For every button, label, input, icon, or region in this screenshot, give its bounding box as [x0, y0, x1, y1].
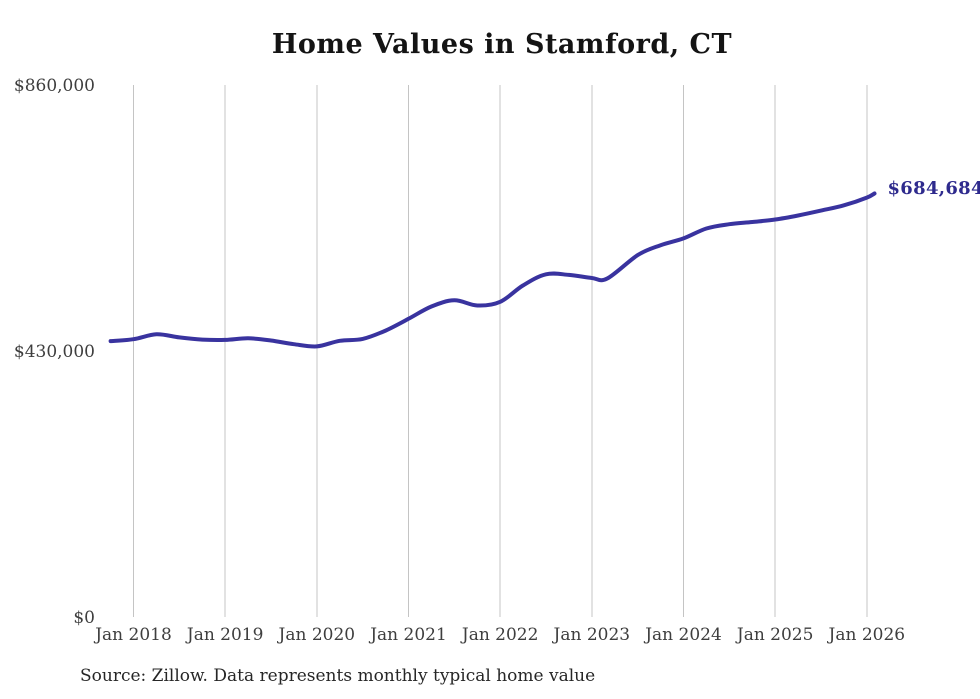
source-note: Source: Zillow. Data represents monthly …	[80, 666, 596, 686]
y-tick-label: $430,000	[14, 342, 95, 362]
home-value-line	[108, 191, 877, 349]
x-tick-label: Jan 2019	[185, 625, 264, 645]
x-tick-label: Jan 2018	[93, 625, 172, 645]
x-tick-label: Jan 2024	[643, 625, 722, 645]
end-value-annotation: $684,684	[887, 178, 980, 200]
y-tick-label: $0	[73, 608, 95, 628]
x-tick-label: Jan 2026	[827, 625, 906, 645]
x-tick-label: Jan 2023	[552, 625, 631, 645]
x-tick-label: Jan 2020	[277, 625, 356, 645]
chart-title: Home Values in Stamford, CT	[271, 29, 733, 60]
x-tick-label: Jan 2022	[460, 625, 539, 645]
y-tick-label: $860,000	[14, 76, 95, 96]
x-tick-label: Jan 2021	[368, 625, 447, 645]
x-tick-label: Jan 2025	[735, 625, 814, 645]
